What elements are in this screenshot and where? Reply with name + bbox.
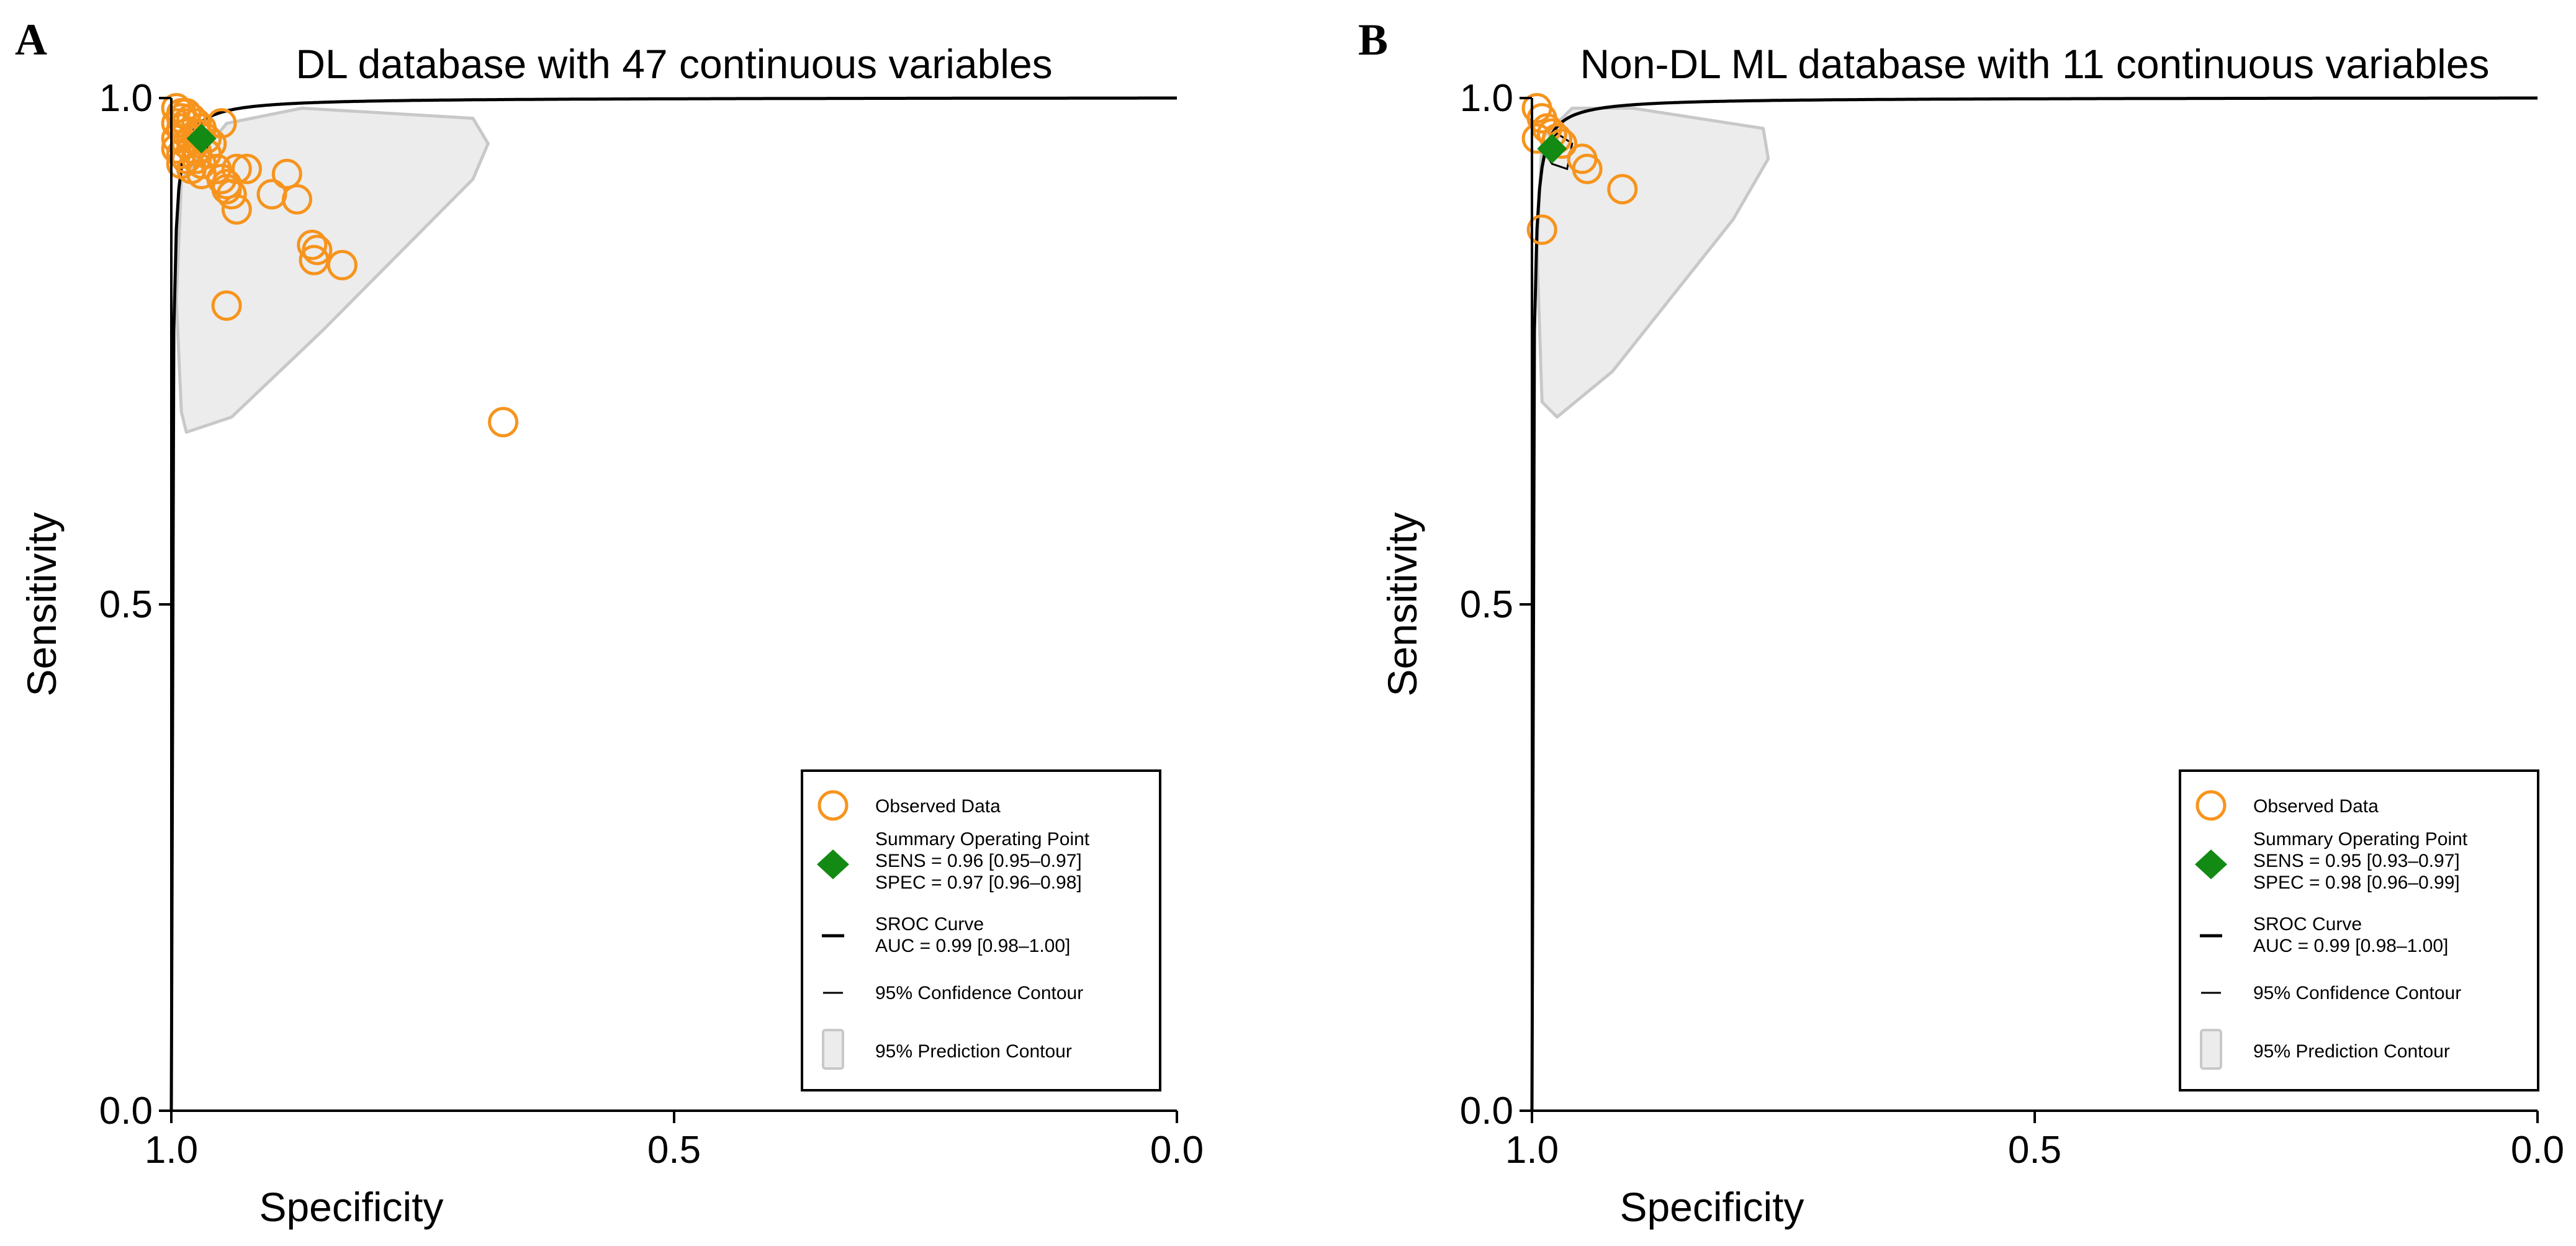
legend-auc-label: AUC = 0.99 [0.98–1.00] [2253,936,2448,956]
observed-data-point [282,184,312,215]
legend-observed-label: Observed Data [2253,796,2379,817]
observed-data-point [221,153,252,184]
observed-data-point [299,244,330,276]
observed-data-point [171,143,202,174]
x-tick-label: 1.0 [145,1129,198,1172]
y-tick-label: 0.0 [99,1090,153,1132]
x-tick-label: 0.0 [2511,1129,2564,1172]
prediction-contour [174,106,490,434]
observed-data-point [1526,214,1557,245]
legend-observed-symbol [817,790,849,821]
observed-data-point [206,108,237,139]
observed-data-point [232,153,262,184]
legend-sens-label: SENS = 0.96 [0.95–0.97] [875,851,1082,871]
y-tick-label: 1.0 [99,77,153,120]
legend-auc-label: AUC = 0.99 [0.98–1.00] [875,936,1070,956]
observed-data-point [488,406,519,437]
legend-prediction-symbol [2200,1029,2222,1070]
observed-data-point [166,138,197,169]
legend-sens-label: SENS = 0.95 [0.93–0.97] [2253,851,2460,871]
legend-summary-symbol [817,849,849,879]
legend-sroc-label: SROC Curve [875,914,984,934]
x-axis-label: Specificity [1619,1184,1804,1230]
chart-title: Non-DL ML database with 11 continuous va… [1580,41,2489,87]
x-tick-label: 0.0 [1150,1129,1204,1172]
legend-sroc-label: SROC Curve [2253,914,2362,934]
summary-operating-point [1537,133,1567,164]
x-tick-label: 1.0 [1505,1129,1559,1172]
legend-confidence-label: 95% Confidence Contour [875,983,1083,1003]
observed-data-point [271,158,302,189]
legend-spec-label: SPEC = 0.97 [0.96–0.98] [875,872,1082,893]
legend-spec-label: SPEC = 0.98 [0.96–0.99] [2253,872,2460,893]
legend-prediction-symbol [822,1029,844,1070]
sroc-curve [1530,96,2538,1111]
observed-data-point [161,133,192,164]
observed-data-point [327,249,358,280]
summary-operating-point [186,123,217,154]
y-tick-label: 0.0 [1460,1090,1513,1132]
sroc-curve [169,96,1177,1111]
y-tick-label: 0.5 [1460,583,1513,626]
legend-observed-label: Observed Data [875,796,1001,817]
y-axis-label: Sensitivity [1379,512,1425,696]
y-tick-label: 0.5 [99,583,153,626]
observed-data-point [1572,153,1603,184]
y-axis-label: Sensitivity [19,512,65,696]
x-tick-label: 0.5 [2008,1129,2061,1172]
panel-letter: A [15,15,47,65]
legend-summary-symbol [2195,849,2227,879]
legend: Observed Data Summary Operating PointSENS… [2179,769,2539,1091]
chart-title: DL database with 47 continuous variables [295,41,1052,87]
legend: Observed Data Summary Operating PointSENS… [801,769,1161,1091]
x-axis-label: Specificity [259,1184,443,1230]
legend-observed-symbol [2195,790,2227,821]
observed-data-point [1607,174,1638,205]
panel-a: A DL database with 47 continuous variable… [15,15,1204,1230]
legend-prediction-label: 95% Prediction Contour [2253,1041,2450,1062]
x-tick-label: 0.5 [647,1129,701,1172]
legend-prediction-label: 95% Prediction Contour [875,1041,1072,1062]
panel-letter: B [1358,15,1388,65]
legend-box [2179,769,2539,1091]
observed-data-point [221,194,252,225]
observed-data-point [211,174,242,205]
y-tick-label: 1.0 [1460,77,1513,120]
observed-data-point [297,230,328,261]
observed-data-point [211,290,242,321]
legend-summary-label: Summary Operating Point [875,829,1090,849]
panel-b: B Non-DL ML database with 11 continuous v… [1358,15,2564,1230]
legend-box [801,769,1161,1091]
legend-summary-label: Summary Operating Point [2253,829,2468,849]
legend-confidence-label: 95% Confidence Contour [2253,983,2461,1003]
